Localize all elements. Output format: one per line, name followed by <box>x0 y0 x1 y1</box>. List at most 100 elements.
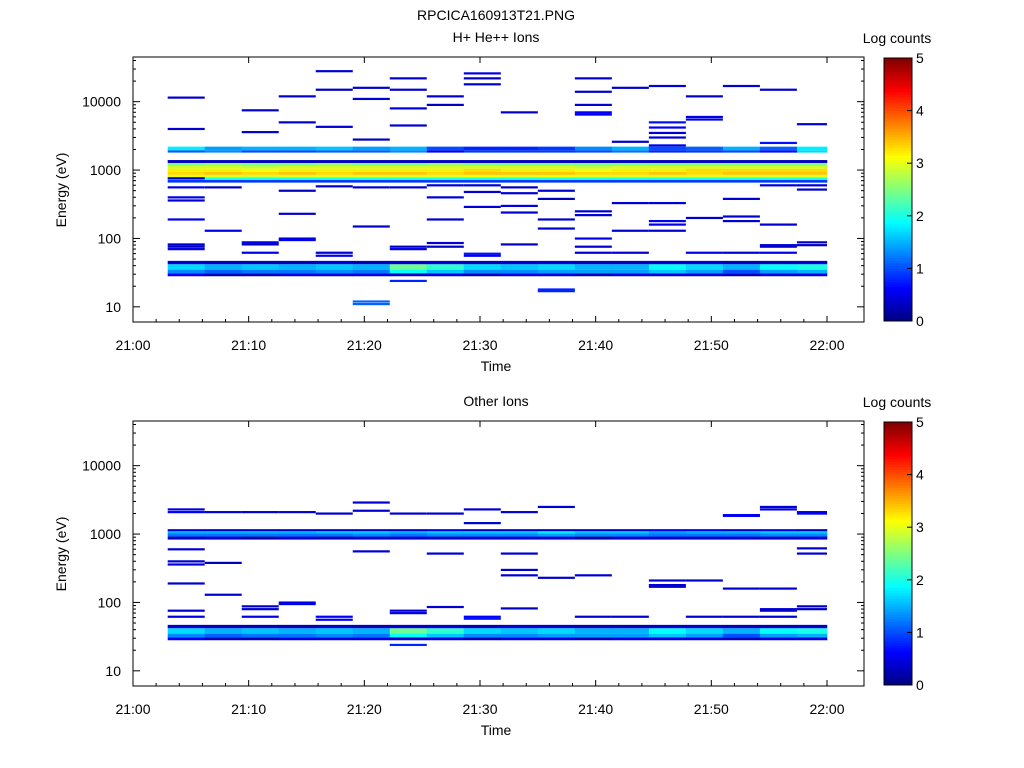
heatmap-cell <box>315 637 354 641</box>
heatmap-cell <box>426 552 464 555</box>
panel-title: H+ He++ Ions <box>453 29 540 45</box>
heatmap-cell <box>537 197 575 200</box>
heatmap-cell <box>241 260 280 265</box>
heatmap-cell <box>537 529 576 532</box>
x-tick-label: 21:40 <box>578 701 613 717</box>
heatmap-cell <box>389 637 428 641</box>
heatmap-cell <box>204 165 243 169</box>
heatmap-cell <box>648 583 686 587</box>
figure-title: RPCICA160913T21.PNG <box>417 7 575 23</box>
colorbar-tick-label: 0 <box>916 313 924 329</box>
heatmap-cell <box>204 533 243 537</box>
heatmap-cell <box>685 179 724 183</box>
colorbar-label: Log counts <box>863 30 932 46</box>
heatmap-cell <box>315 88 353 91</box>
heatmap-cell <box>278 212 316 215</box>
colorbar-swatch <box>884 587 912 591</box>
heatmap-cell <box>574 273 613 277</box>
heatmap-cell <box>537 505 575 509</box>
heatmap-cell <box>315 264 354 270</box>
colorbar-swatch <box>884 302 912 306</box>
heatmap-cell <box>426 605 464 609</box>
colorbar-swatch <box>884 115 912 119</box>
heatmap-cell <box>722 529 761 532</box>
heatmap-cell <box>759 609 797 612</box>
heatmap-cell <box>315 150 354 153</box>
heatmap-cell <box>685 637 724 641</box>
heatmap-cell <box>796 511 827 514</box>
heatmap-cell <box>167 260 206 265</box>
colorbar-swatch <box>884 619 912 623</box>
heatmap-cell <box>241 637 280 641</box>
heatmap-cell <box>204 531 243 534</box>
heatmap-cell <box>796 244 827 247</box>
heatmap-cell <box>685 264 724 270</box>
heatmap-cell <box>315 512 353 515</box>
heatmap-cell <box>574 171 613 175</box>
heatmap-cell <box>278 601 316 604</box>
colorbar-swatch <box>884 506 912 510</box>
heatmap-cell <box>500 162 539 166</box>
heatmap-cell <box>315 618 353 621</box>
heatmap-cell <box>463 150 502 153</box>
heatmap-cell <box>389 150 428 153</box>
colorbar-swatch <box>884 60 912 64</box>
heatmap-cell <box>463 184 501 187</box>
heatmap-cell <box>759 244 797 247</box>
heatmap-cell <box>685 177 724 180</box>
heatmap-cell <box>722 165 761 169</box>
heatmap-cell <box>389 269 428 274</box>
heatmap-cell <box>167 248 205 251</box>
heatmap-cell <box>167 174 206 178</box>
heatmap-cell <box>278 633 317 638</box>
colorbar-swatch <box>884 273 912 277</box>
colorbar-swatch <box>884 118 912 122</box>
colorbar-swatch <box>884 307 912 311</box>
heatmap-cell <box>241 264 280 270</box>
heatmap-cell <box>648 536 687 540</box>
colorbar-swatch <box>884 123 912 127</box>
panel-h-he-ions: H+ He++ Ions Log counts Energy (eV) Time… <box>53 29 931 374</box>
heatmap-cell <box>537 288 575 291</box>
heatmap-cell <box>352 273 391 277</box>
heatmap-cell <box>759 88 797 91</box>
heatmap-cell <box>315 177 354 180</box>
colorbar-swatch <box>884 178 912 183</box>
heatmap-cell <box>685 529 724 532</box>
heatmap-cell <box>500 269 539 274</box>
heatmap-cell <box>463 77 501 80</box>
heatmap-cell <box>759 628 798 634</box>
heatmap-cell <box>389 536 428 540</box>
y-tick-label: 10000 <box>82 94 121 110</box>
heatmap-cell <box>722 587 760 590</box>
heatmap-cell <box>389 177 428 180</box>
heatmap-cell <box>389 165 428 169</box>
heatmap-cell <box>167 563 205 566</box>
colorbar-swatch <box>884 640 912 644</box>
heatmap-cell <box>463 633 502 638</box>
heatmap-cell <box>241 165 280 169</box>
y-axis-label: Energy (eV) <box>53 153 69 228</box>
colorbar-swatch <box>884 561 912 565</box>
heatmap-cell <box>500 179 539 183</box>
heatmap-cell <box>611 273 650 277</box>
colorbar-swatch <box>884 592 912 596</box>
heatmap-cell <box>426 264 465 270</box>
heatmap-cell <box>167 96 205 99</box>
colorbar-swatch <box>884 429 912 433</box>
heatmap-cell <box>574 214 612 217</box>
heatmap-cell <box>537 536 576 540</box>
colorbar-swatch <box>884 236 912 240</box>
heatmap-cell <box>389 531 428 534</box>
heatmap-cell <box>389 529 428 532</box>
colorbar-swatch <box>884 278 912 282</box>
heatmap-cell <box>426 531 465 534</box>
heatmap-cell <box>648 579 686 582</box>
colorbar-swatch <box>884 432 912 436</box>
heatmap-cell <box>167 529 206 532</box>
heatmap-cell <box>574 103 612 106</box>
heatmap-cell <box>648 628 687 634</box>
heatmap-cell <box>796 241 827 244</box>
heatmap-cell <box>759 264 798 270</box>
heatmap-cell <box>611 637 650 641</box>
